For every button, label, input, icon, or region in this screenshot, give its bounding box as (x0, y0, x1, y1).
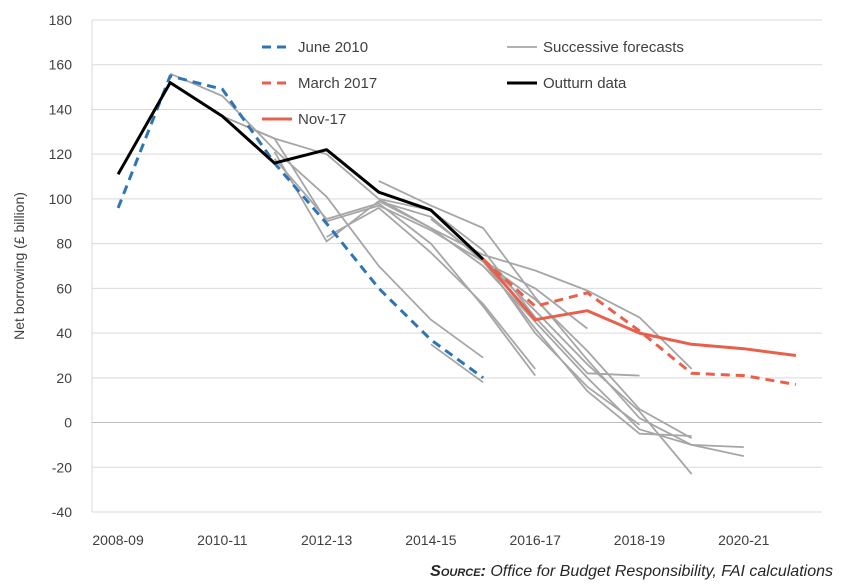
successive-forecast-line (222, 115, 693, 439)
march2017-line (482, 258, 797, 386)
x-tick-label: 2014-15 (405, 532, 457, 548)
successive-forecast-line (378, 200, 692, 437)
legend-label: Outturn data (543, 75, 627, 92)
x-tick-labels: 2008-09 2010-11 2012-13 2014-15 2016-17 2018-… (92, 532, 769, 548)
y-tick-label: 140 (49, 101, 73, 117)
successive-forecast-line (326, 206, 536, 370)
legend-label: June 2010 (298, 39, 368, 56)
nov17-line (481, 258, 797, 357)
x-tick-label: 2016-17 (510, 532, 562, 548)
source-note: Source: Office for Budget Responsibility… (430, 563, 833, 581)
y-tick-label: 80 (56, 236, 72, 252)
x-tick-label: 2018-19 (614, 532, 666, 548)
y-tick-label: 180 (49, 12, 73, 28)
successive-forecast-line (273, 158, 536, 377)
legend-label: Successive forecasts (543, 39, 684, 56)
source-text: Office for Budget Responsibility, FAI ca… (485, 563, 833, 580)
legend-label: March 2017 (298, 75, 377, 92)
legend: June 2010 Successive forecasts March 2017 O… (262, 39, 684, 128)
successive-forecast-line (273, 151, 744, 457)
x-tick-label: 2008-09 (92, 532, 144, 548)
y-tick-label: -20 (52, 459, 72, 475)
y-tick-label: -40 (52, 504, 72, 520)
x-tick-label: 2010-11 (197, 532, 248, 548)
source-label: Source: (430, 563, 486, 580)
y-tick-label: 120 (49, 146, 73, 162)
series-lines (116, 72, 797, 475)
legend-label: Nov-17 (298, 111, 346, 128)
y-tick-label: 100 (49, 191, 73, 207)
june2010-line (116, 74, 484, 380)
successive-forecast-line (430, 343, 484, 384)
x-tick-label: 2012-13 (301, 532, 353, 548)
y-tick-labels: -40 -20 0 20 40 60 80 100 120 140 160 180 (49, 12, 73, 520)
successive-forecast-line (169, 72, 484, 359)
successive-forecast-line (222, 115, 693, 370)
outturn-line (116, 81, 485, 261)
y-axis-label: Net borrowing (£ billion) (11, 192, 27, 340)
successive-forecast-line (378, 180, 744, 448)
y-tick-label: 20 (56, 370, 72, 386)
y-tick-label: 160 (49, 57, 73, 73)
axes (91, 20, 822, 512)
y-tick-label: 60 (56, 280, 72, 296)
y-tick-label: 40 (56, 325, 72, 341)
x-tick-label: 2020-21 (718, 532, 770, 548)
y-tick-label: 0 (64, 415, 72, 431)
gridlines (92, 19, 822, 513)
successive-forecast-line (482, 258, 641, 426)
